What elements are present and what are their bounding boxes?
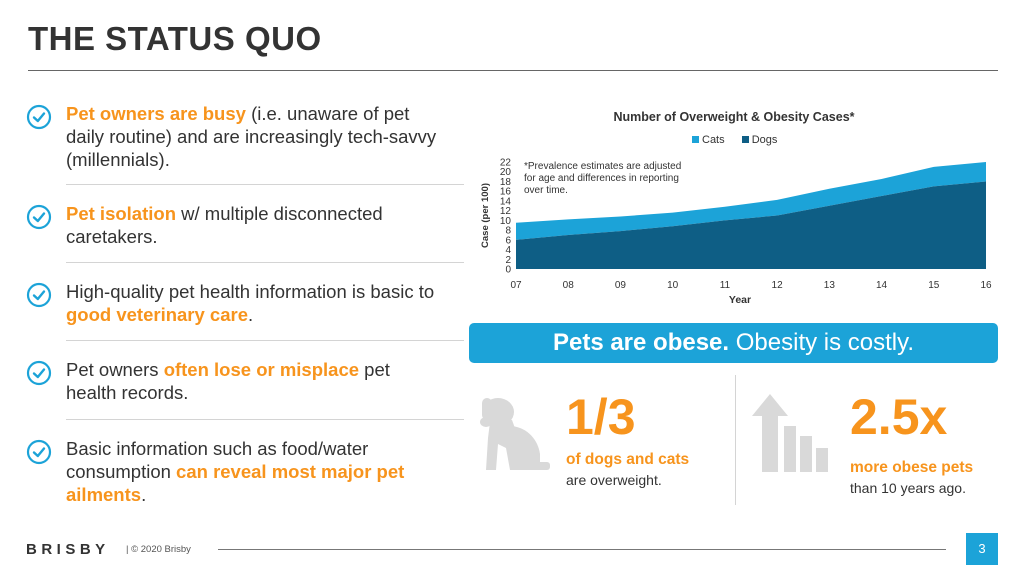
legend-swatch-cats [692,136,699,143]
y-tick-label: 20 [500,167,512,178]
check-circle-icon [26,282,52,308]
x-tick-label: 13 [824,280,836,291]
page-number: 3 [966,533,998,565]
y-tick-label: 22 [500,158,512,169]
check-circle-icon [26,439,52,465]
x-axis-title: Year [729,294,751,306]
bullet-text: Pet isolation w/ multiple disconnected c… [66,203,383,247]
stat-value-overweight: 1/3 [566,389,636,445]
x-tick-label: 15 [928,280,940,291]
bullet-text: Basic information such as food/water con… [66,438,405,505]
stat-sublabel-growth: than 10 years ago. [850,480,966,496]
obesity-banner: Pets are obese. Obesity is costly. [469,323,998,363]
legend-label-dogs: Dogs [751,134,778,146]
stat-label-growth: more obese pets [850,459,974,476]
stats-divider [735,375,736,505]
stat-sublabel-overweight: are overweight. [566,472,662,488]
chart-legend: Cats Dogs [692,134,791,146]
rising-bars-arrow-icon [752,394,828,472]
check-circle-icon [26,204,52,230]
x-tick-label: 16 [980,280,992,291]
legend-item-dogs: Dogs [741,134,778,146]
title-divider [28,70,998,71]
slide-title: THE STATUS QUO [28,20,322,57]
y-tick-label: 14 [500,196,512,207]
bullet-divider [66,262,464,263]
bullet-divider [66,184,464,185]
stat-value-growth: 2.5x [850,389,948,445]
y-axis-title: Case (per 100) [480,183,491,248]
x-tick-label: 14 [876,280,888,291]
stat-label-overweight: of dogs and cats [566,451,690,468]
chart-title: Number of Overweight & Obesity Cases* [613,110,855,124]
bullet-text: Pet owners often lose or misplace pet he… [66,359,390,403]
y-tick-label: 2 [505,255,511,266]
check-circle-icon [26,360,52,386]
bullet-text: Pet owners are busy (i.e. unaware of pet… [66,103,437,170]
area-series-cats [516,162,986,240]
chart-footnote: *Prevalence estimates are adjusted for a… [524,161,682,196]
x-tick-label: 08 [563,280,575,291]
x-tick-label: 07 [510,280,522,291]
banner-bold-text: Pets are obese. [552,329,730,356]
y-tick-label: 6 [505,235,511,246]
x-tick-label: 09 [615,280,627,291]
y-tick-label: 0 [505,265,511,276]
footer-divider [218,549,946,550]
copyright-text: | © 2020 Brisby [126,544,191,555]
legend-label-cats: Cats [702,134,725,146]
bullet-divider [66,419,464,420]
y-tick-label: 16 [500,187,512,198]
bullet-divider [66,340,464,341]
y-tick-label: 12 [500,206,512,217]
y-tick-label: 18 [500,177,512,188]
check-circle-icon [26,104,52,130]
y-tick-label: 10 [500,216,512,227]
y-tick-label: 8 [505,226,511,237]
x-tick-label: 12 [772,280,784,291]
legend-item-cats: Cats [692,134,725,146]
bullet-text: High-quality pet health information is b… [66,281,435,325]
brand-logo: BRISBY [26,541,110,558]
legend-swatch-dogs [741,136,749,143]
banner-text: Obesity is costly. [729,329,915,356]
dog-icon [480,398,550,470]
area-series-dogs [516,181,986,269]
x-tick-label: 10 [667,280,679,291]
x-tick-label: 11 [720,280,731,291]
y-tick-label: 4 [505,245,511,256]
